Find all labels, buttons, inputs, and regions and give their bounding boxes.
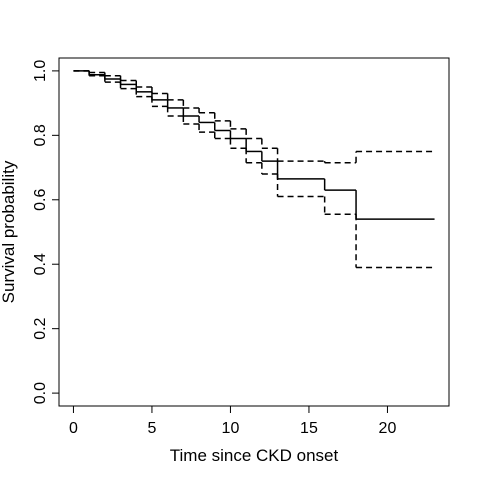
y-tick-label: 0.6 [32,189,49,211]
y-tick-label: 0.8 [32,124,49,146]
x-tick-label: 10 [222,420,240,437]
y-tick-label: 0.2 [32,317,49,339]
x-tick-label: 5 [147,420,156,437]
y-axis-label: Survival probability [0,160,18,303]
x-tick-label: 15 [300,420,318,437]
x-tick-label: 0 [69,420,78,437]
plot-box [58,57,450,407]
y-tick-label: 1.0 [32,60,49,82]
x-axis-label: Time since CKD onset [170,446,339,465]
x-tick-label: 20 [379,420,397,437]
y-tick-label: 0.4 [32,253,49,275]
y-tick-label: 0.0 [32,382,49,404]
